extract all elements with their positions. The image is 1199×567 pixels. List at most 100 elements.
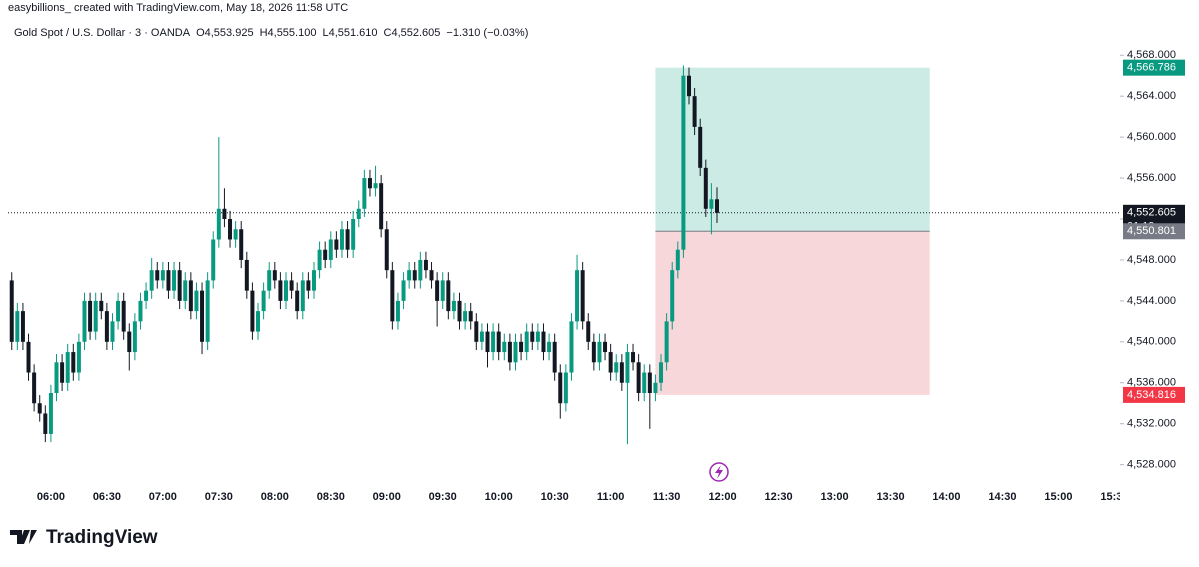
ohlc-value: 4,551.610 (329, 27, 378, 39)
candle-body (32, 372, 37, 404)
candle-body (328, 239, 333, 260)
y-tick-label: 4,540.000 (1127, 336, 1176, 348)
x-tick-label: 13:30 (876, 491, 904, 503)
candle-body (166, 270, 171, 291)
candle-body (345, 229, 350, 250)
candle-body (580, 270, 585, 322)
candle-body (339, 229, 344, 250)
candle-body (233, 229, 238, 240)
candle-body (289, 280, 294, 291)
candle-body (703, 167, 708, 209)
x-tick-label: 06:00 (37, 491, 65, 503)
x-tick-label: 15:00 (1044, 491, 1072, 503)
candle-body (367, 178, 372, 189)
ohlc-label: O (196, 27, 205, 39)
candle-body (149, 270, 154, 291)
candle-body (625, 352, 630, 383)
x-tick-label: 07:00 (149, 491, 177, 503)
candle-body (351, 219, 356, 250)
candle-body (569, 321, 574, 373)
candle-body (110, 321, 115, 342)
candle-body (172, 270, 177, 291)
candle-body (390, 270, 395, 322)
candle-body (502, 341, 507, 353)
candle-body (222, 208, 227, 219)
candle-body (535, 331, 540, 342)
candle-body (15, 311, 20, 342)
candle-body (48, 393, 53, 434)
candle-body (395, 300, 400, 322)
x-tick-label: 10:00 (485, 491, 513, 503)
candle-body (54, 362, 59, 393)
candle-body (496, 331, 501, 353)
ohlc-value: 4,553.925 (205, 27, 254, 39)
candle-body (60, 362, 65, 383)
candle-body (267, 270, 272, 291)
candle-body (440, 280, 445, 301)
candle-body (675, 249, 680, 271)
candle-body (116, 300, 121, 322)
candle-body (692, 96, 697, 127)
symbol-header: Gold Spot / U.S. Dollar · 3 · OANDA O 4,55… (14, 27, 528, 39)
candle-body (681, 75, 686, 250)
ohlc-label: C (384, 27, 392, 39)
candle-body (603, 341, 608, 353)
target-zone (655, 67, 930, 232)
x-tick-label: 11:30 (653, 491, 681, 503)
candle-body (407, 270, 412, 281)
candle-body (373, 183, 378, 189)
x-tick-label: 08:30 (317, 491, 345, 503)
ohlc-value: 4,555.100 (268, 27, 317, 39)
ohlc-value: 4,552.605 (391, 27, 440, 39)
candle-body (608, 352, 613, 373)
candle-body (261, 290, 266, 312)
candle-body (104, 311, 109, 342)
price-label-box (1123, 223, 1185, 240)
candle-body (37, 403, 42, 414)
candle-body (670, 270, 675, 322)
candle-body (619, 362, 624, 383)
candle-body (642, 372, 647, 393)
y-tick-label: 4,532.000 (1127, 418, 1176, 430)
ohlc-label: H (260, 27, 268, 39)
candle-body (177, 270, 182, 301)
price-label: 4,534.816 (1127, 389, 1176, 401)
candle-body (524, 331, 529, 353)
candle-body (138, 300, 143, 322)
candle-body (468, 311, 473, 322)
candle-body (127, 331, 132, 353)
y-tick-label: 4,556.000 (1127, 172, 1176, 184)
candle-body (507, 341, 512, 363)
stop-zone (655, 231, 930, 395)
candle-body (664, 321, 669, 363)
candle-body (714, 199, 719, 213)
y-tick-label: 4,564.000 (1127, 90, 1176, 102)
candle-body (451, 300, 456, 312)
candle-body (474, 321, 479, 342)
price-label: 4,566.786 (1127, 62, 1176, 74)
candle-body (250, 290, 255, 332)
x-tick-label: 08:00 (261, 491, 289, 503)
candle-body (295, 290, 300, 312)
candle-body (216, 208, 221, 240)
plot: 4,528.000 4,532.000 4,536.000 4,540.000 4,54… (8, 49, 1185, 471)
candle-body (563, 372, 568, 404)
y-tick-label: 4,548.000 (1127, 254, 1176, 266)
price-label-box (1123, 386, 1185, 403)
x-tick-label: 14:00 (932, 491, 960, 503)
candle-body (401, 280, 406, 301)
candle-body (423, 259, 428, 271)
y-tick-label: 4,544.000 (1127, 295, 1176, 307)
candle-body (446, 280, 451, 312)
candle-body (463, 311, 468, 322)
candle-body (687, 75, 692, 97)
x-tick-label: 14:30 (988, 491, 1016, 503)
candle-body (244, 259, 249, 291)
candle-body (659, 362, 664, 383)
brand-logo (10, 530, 37, 544)
candle-body (698, 126, 703, 168)
candle-body (709, 199, 714, 209)
candle-body (9, 280, 14, 342)
